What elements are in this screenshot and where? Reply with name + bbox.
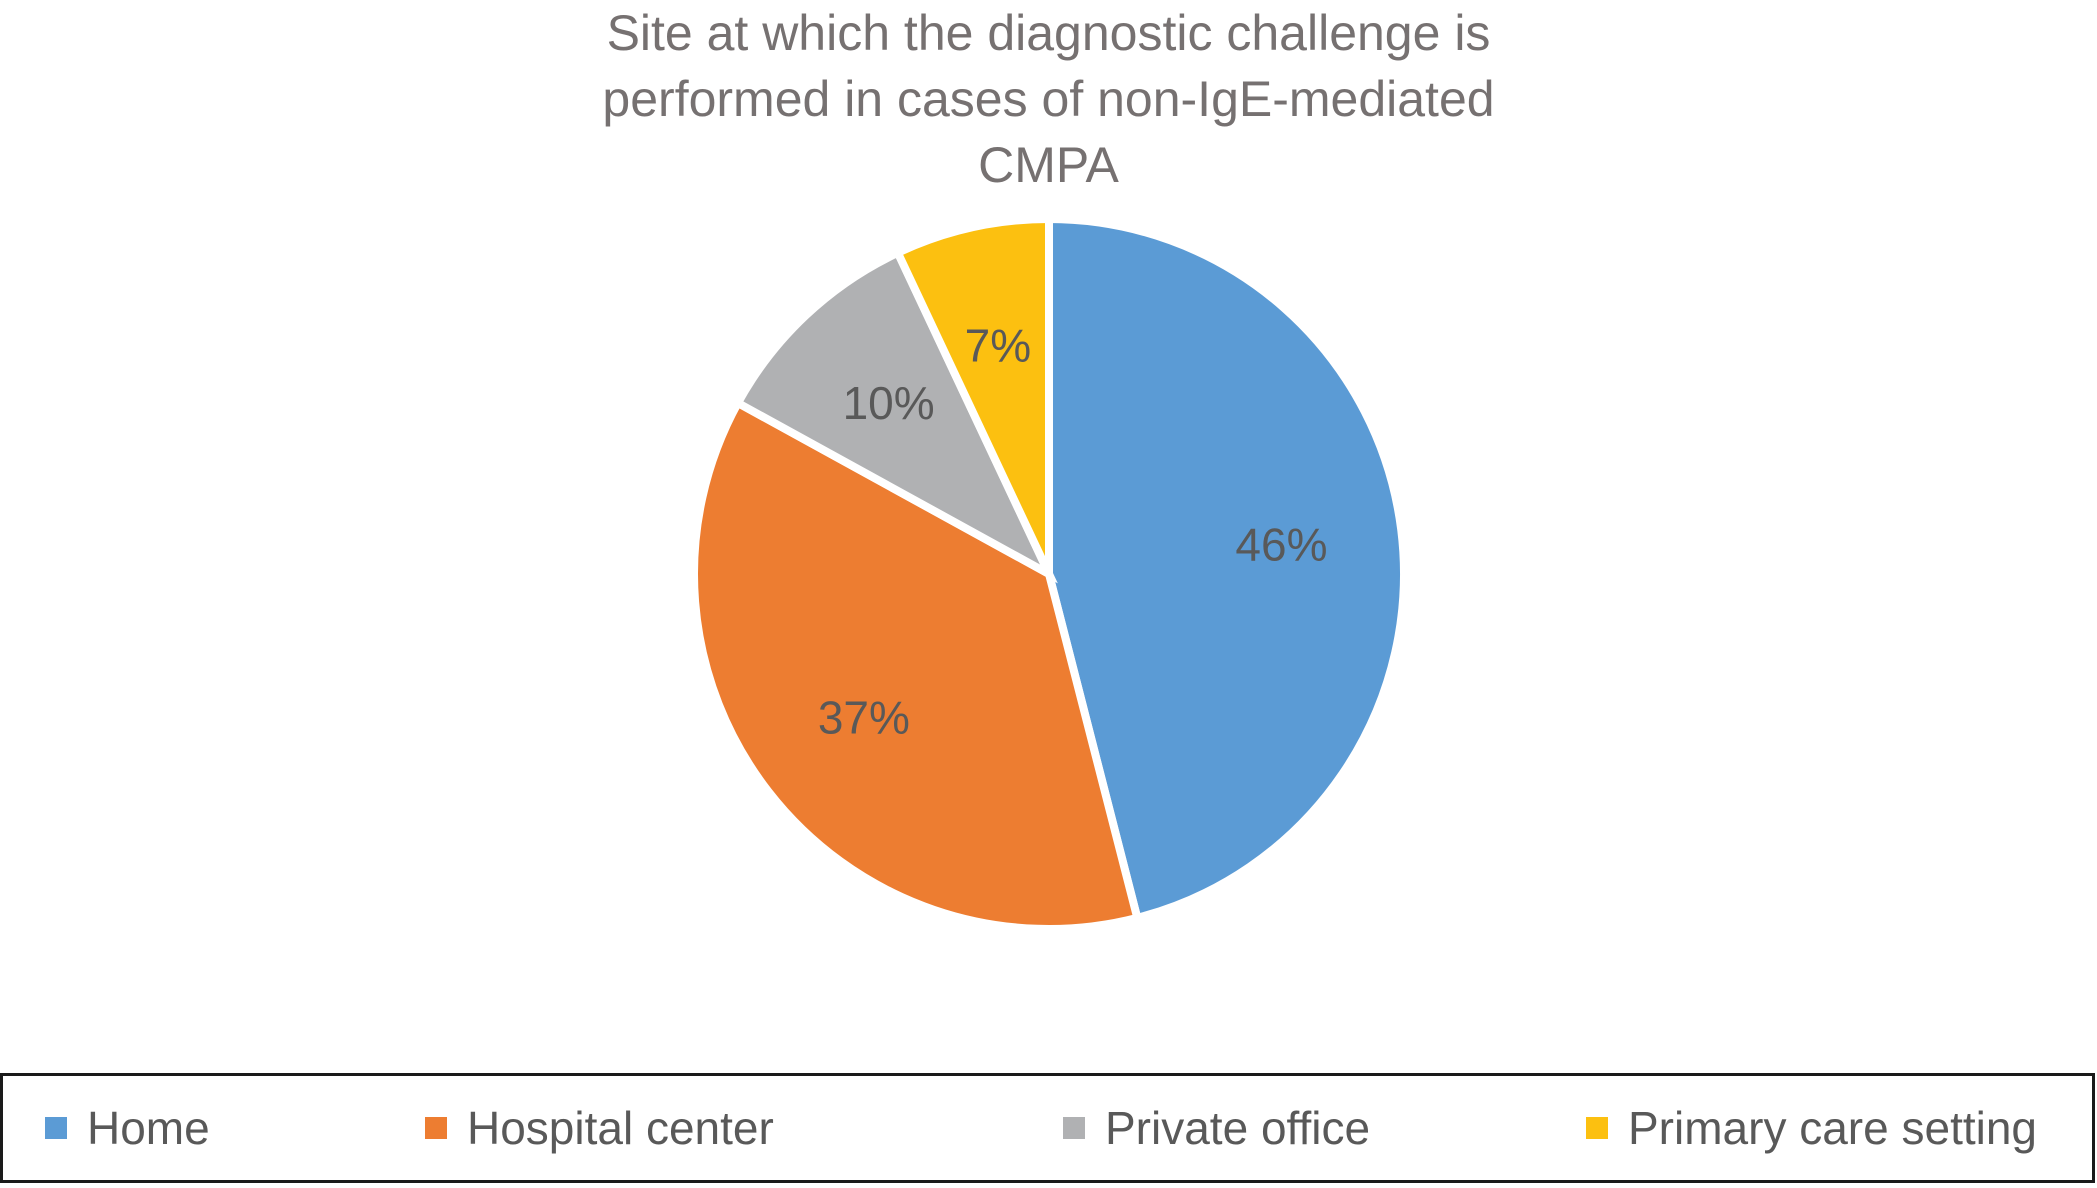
chart-title-line-1: Site at which the diagnostic challenge i… — [606, 5, 1491, 61]
data-label-primary-care-setting: 7% — [965, 319, 1031, 371]
legend-label-hospital-center: Hospital center — [467, 1102, 774, 1154]
chart-legend: Home Hospital center Private office Prim… — [0, 1073, 2095, 1183]
pie-value-labels: 46% 37% 10% 7% — [818, 319, 1328, 743]
data-label-home: 46% — [1235, 519, 1327, 571]
legend-swatch-home — [45, 1117, 67, 1139]
chart-title-line-3: CMPA — [978, 137, 1119, 193]
chart-title-line-2: performed in cases of non-IgE-mediated — [602, 71, 1495, 127]
legend-swatch-hospital-center — [425, 1117, 447, 1139]
legend-swatch-private-office — [1063, 1117, 1085, 1139]
legend-swatch-primary-care-setting — [1586, 1117, 1608, 1139]
data-label-hospital-center: 37% — [818, 692, 910, 744]
pie-slice-private-office — [732, 247, 1058, 584]
legend-item-home: Home — [45, 1076, 210, 1180]
pie-chart: 46% 37% 10% 7% — [690, 214, 1408, 933]
legend-label-home: Home — [87, 1102, 210, 1154]
legend-item-primary-care-setting: Primary care setting — [1586, 1076, 2037, 1180]
legend-label-private-office: Private office — [1105, 1102, 1371, 1154]
data-label-private-office: 10% — [843, 377, 935, 429]
pie-slice-hospital-center — [690, 397, 1143, 933]
chart-title: Site at which the diagnostic challenge i… — [0, 0, 2097, 198]
pie-slice-home — [1045, 214, 1408, 923]
legend-item-hospital-center: Hospital center — [425, 1076, 774, 1180]
pie-slice-primary-care-setting — [892, 214, 1053, 576]
legend-label-primary-care-setting: Primary care setting — [1628, 1102, 2038, 1154]
pie-slices — [690, 214, 1408, 933]
legend-item-private-office: Private office — [1063, 1076, 1370, 1180]
